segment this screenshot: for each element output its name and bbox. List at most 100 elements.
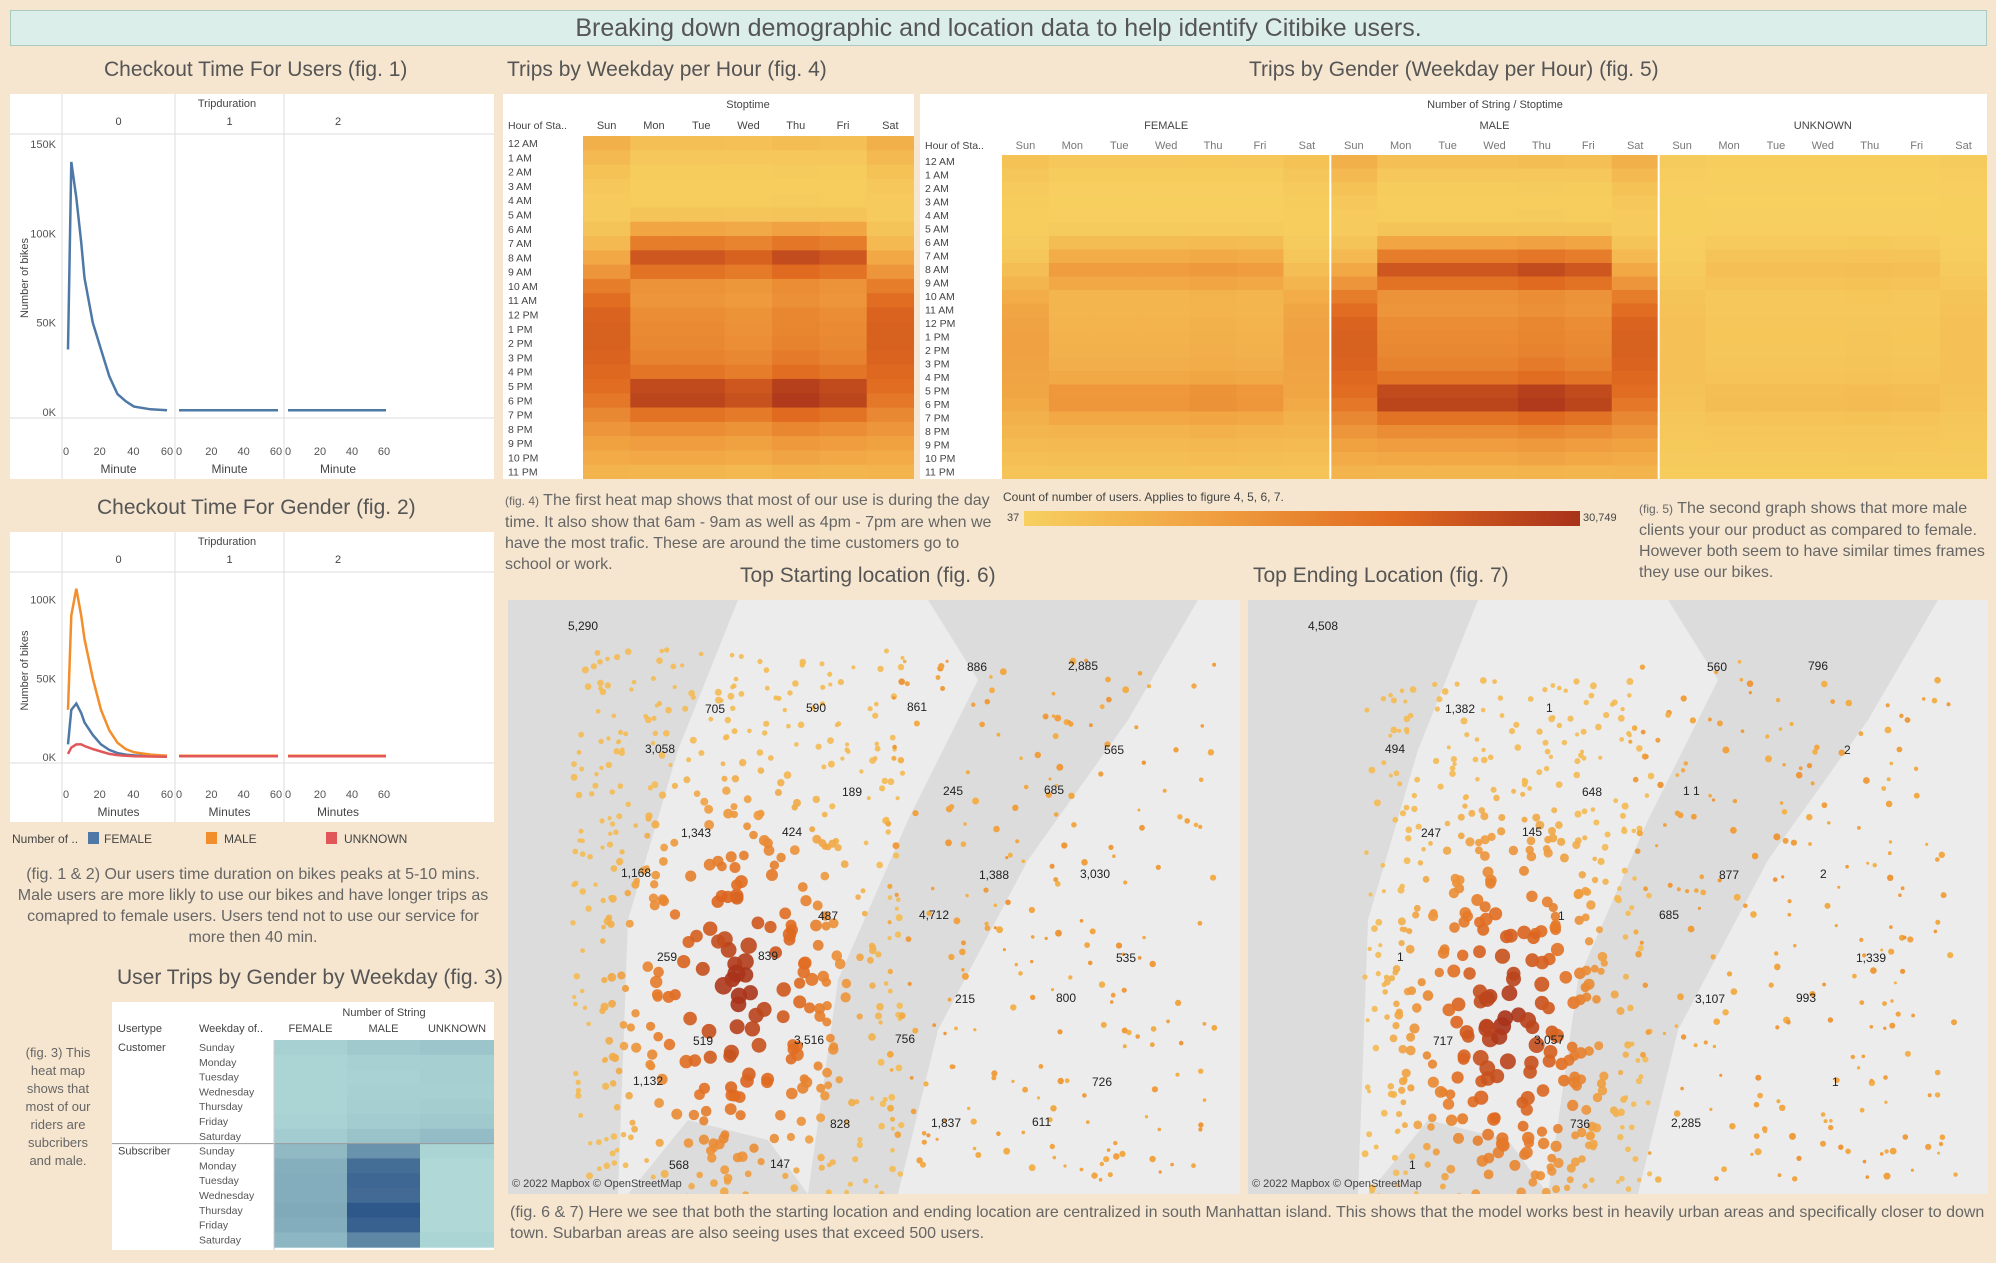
fig4-cell xyxy=(677,307,726,323)
end-map[interactable]: 4,508 1,382 648 877 1,339 717 736 560 2 247 1 3,107… xyxy=(1248,600,1988,1194)
station-dot xyxy=(663,730,670,737)
station-dot xyxy=(1137,671,1143,676)
station-count-label: 1,168 xyxy=(621,866,651,880)
start-map-svg[interactable]: 5,2907051891,3885355198288865651,3434872… xyxy=(508,600,1240,1194)
station-dot xyxy=(1107,1172,1113,1178)
fig5-cell xyxy=(1752,398,1800,412)
station-dot xyxy=(1737,659,1742,664)
fig4-cell xyxy=(772,407,820,423)
station-dot xyxy=(1375,951,1382,958)
fig5-cell xyxy=(1330,371,1378,385)
station-dot xyxy=(797,965,810,979)
fig3-cell xyxy=(274,1173,347,1189)
fig4-cell xyxy=(583,250,631,266)
station-dot xyxy=(578,1113,584,1118)
fig5-cell xyxy=(1377,290,1425,304)
start-map[interactable]: 5,290 705 189 1,388 535 519 828 886 565 1,343 487 2… xyxy=(508,600,1240,1194)
station-dot xyxy=(1904,1050,1911,1057)
fig5-cell xyxy=(1189,398,1238,412)
station-dot xyxy=(751,916,765,930)
fig5-cell xyxy=(1189,303,1238,318)
station-dot xyxy=(624,648,632,655)
station-dot xyxy=(1798,766,1803,771)
station-dot xyxy=(1380,862,1386,868)
station-dot xyxy=(1405,835,1412,842)
station-dot xyxy=(1497,695,1504,701)
station-dot xyxy=(593,882,598,887)
station-dot xyxy=(826,1162,832,1168)
station-dot xyxy=(652,991,663,1002)
station-dot xyxy=(1714,1176,1719,1181)
fig5-day: Wed xyxy=(1812,140,1834,152)
station-dot xyxy=(662,990,675,1003)
station-dot xyxy=(1479,990,1495,1007)
station-dot xyxy=(1710,954,1716,960)
station-dot xyxy=(744,1170,752,1178)
fig5-cell xyxy=(1095,317,1144,331)
fig5-cell xyxy=(1658,222,1707,237)
station-dot xyxy=(1528,1037,1545,1053)
station-dot xyxy=(1207,749,1215,756)
station-dot xyxy=(1900,886,1905,891)
fig1-title: Checkout Time For Users (fig. 1) xyxy=(104,58,408,81)
fig5-cell xyxy=(1752,182,1800,196)
station-dot xyxy=(1594,1041,1604,1051)
station-dot xyxy=(613,748,620,755)
x-tick: 20 xyxy=(205,446,217,458)
fig5-cell xyxy=(1189,330,1238,345)
fig4-hour: 1 PM xyxy=(508,324,533,336)
station-dot xyxy=(1457,813,1465,821)
station-dot xyxy=(796,1116,806,1126)
fig5-day: Sun xyxy=(1016,140,1036,152)
station-dot xyxy=(1680,695,1687,702)
station-dot xyxy=(1149,1042,1155,1048)
station-dot xyxy=(916,1157,923,1164)
station-dot xyxy=(751,1037,767,1053)
fig5-cell xyxy=(1189,317,1238,331)
station-dot xyxy=(1885,703,1890,708)
fig5-cell xyxy=(1095,236,1144,250)
station-dot xyxy=(1475,846,1483,855)
station-dot xyxy=(1602,878,1609,885)
station-dot xyxy=(1625,910,1631,917)
station-dot xyxy=(1375,971,1381,977)
station-dot xyxy=(720,942,737,958)
fig5-cell xyxy=(1471,249,1519,264)
station-dot xyxy=(1630,1101,1637,1107)
station-dot xyxy=(649,900,660,911)
station-dot xyxy=(1053,812,1059,817)
station-dot xyxy=(800,895,812,907)
station-dot xyxy=(993,903,998,908)
fig5-cell xyxy=(1424,209,1472,223)
station-dot xyxy=(1581,886,1590,895)
legend-title: Number of .. xyxy=(12,832,79,846)
fig3-cell xyxy=(347,1217,420,1233)
fig4-day-thu: Thu xyxy=(786,120,805,132)
station-dot xyxy=(1526,836,1536,846)
station-dot xyxy=(1614,894,1621,902)
station-dot xyxy=(1632,876,1637,881)
station-dot xyxy=(1408,712,1414,719)
station-dot xyxy=(1042,713,1049,720)
station-dot xyxy=(1413,904,1421,912)
station-dot xyxy=(613,1104,621,1111)
fig3-cell xyxy=(420,1069,494,1085)
station-dot xyxy=(1726,971,1733,977)
station-dot xyxy=(1722,1009,1729,1016)
end-map-svg[interactable]: 4,5081,3826488771,339717736560224713,107… xyxy=(1248,600,1988,1194)
station-dot xyxy=(1778,727,1783,731)
station-count-label: 611 xyxy=(1032,1115,1051,1129)
station-dot xyxy=(1393,770,1400,777)
station-dot xyxy=(1452,879,1460,888)
station-count-label: 568 xyxy=(669,1158,689,1172)
fig5-cell xyxy=(1236,465,1284,480)
station-dot xyxy=(744,1021,761,1037)
station-dot xyxy=(776,982,791,997)
station-dot xyxy=(1557,685,1562,691)
station-dot xyxy=(1493,794,1500,802)
station-dot xyxy=(835,1076,843,1084)
station-dot xyxy=(1542,1054,1556,1068)
station-dot xyxy=(729,652,735,658)
station-dot xyxy=(766,869,778,881)
fig5-cell xyxy=(1611,249,1660,264)
